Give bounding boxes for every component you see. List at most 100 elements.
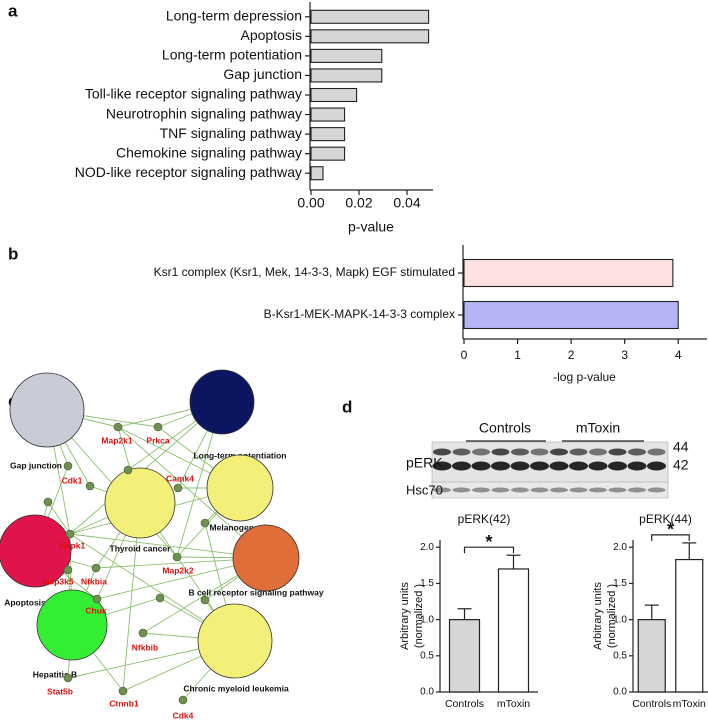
blot-band (647, 461, 666, 471)
row-label: pERK (406, 455, 443, 471)
x-tick-label: 0.02 (345, 195, 372, 211)
blot-band (510, 461, 530, 471)
gene-node (200, 595, 210, 605)
bar (310, 68, 383, 83)
y-tick-label: 1.0 (420, 614, 434, 625)
bar (448, 619, 481, 693)
gene-label: Map2k2 (162, 565, 193, 575)
blot-band (530, 448, 549, 456)
group-label: Controls (479, 420, 531, 436)
gene-label: Prkca (146, 435, 169, 445)
gene-node (155, 593, 165, 603)
blot-band (589, 448, 607, 456)
blot-band (608, 461, 627, 471)
significance-label: * (667, 520, 674, 540)
pathway-label: Chronic myeloid leukemia (183, 683, 289, 693)
row-label: Hsc70 (406, 482, 443, 497)
blot-band (530, 487, 549, 493)
pathway-label: Melanogenesis (210, 522, 271, 532)
pathway-label: Gap junction (10, 460, 62, 470)
y-tick-label: 0.5 (420, 650, 434, 661)
significance-label: * (485, 532, 492, 552)
gene-label: Map2k1 (101, 435, 132, 445)
category-label: B-Ksr1-MEK-MAPK-14-3-3 complex (264, 307, 455, 321)
blot-band (550, 448, 568, 456)
category-label: NOD-like receptor signaling pathway (75, 164, 302, 180)
gene-node (178, 695, 188, 705)
y-tick-label: 0.0 (420, 687, 434, 698)
y-axis-label: Arbitrary units (592, 582, 604, 650)
gene-label: Nfkbib (132, 642, 158, 652)
category-label: Neurotrophin signaling pathway (106, 105, 302, 121)
bar (675, 558, 704, 693)
chart-title: pERK(42) (458, 512, 511, 526)
y-axis-label: (normalized ) (413, 584, 425, 648)
category-label: TNF signaling pathway (160, 125, 302, 141)
blot-band (433, 448, 451, 456)
blot-band (452, 448, 471, 456)
x-tick-label: 0 (461, 348, 468, 362)
blot-band (647, 487, 666, 493)
pathway-label: Hepatitis B (33, 669, 77, 679)
blot-band (569, 448, 588, 456)
blot-band (589, 487, 607, 493)
blot-band (491, 448, 510, 456)
blot-perk (431, 441, 669, 485)
y-axis-label: Arbitrary units (399, 582, 411, 650)
gene-node (200, 518, 210, 528)
pathway-node (206, 454, 274, 522)
pathway-label: Apoptosis (4, 597, 46, 607)
x-tick-label: 1 (514, 348, 521, 362)
blot-band (433, 487, 451, 493)
gene-node (85, 481, 95, 491)
gene-node (91, 563, 101, 573)
y-tick-label: 1.0 (613, 614, 627, 625)
gene-node (118, 686, 128, 696)
bar (310, 166, 324, 181)
gene-label: Mapk1 (59, 540, 86, 550)
gene-label: Cdk4 (173, 710, 194, 720)
x-axis-label: -log p-value (553, 370, 616, 384)
chart-title: pERK(44) (639, 512, 692, 526)
significance-bracket (651, 534, 690, 541)
panel-label: b (8, 244, 18, 263)
bar (463, 258, 674, 288)
x-tick-label: 0.04 (393, 195, 420, 211)
band-label: 44 (673, 439, 689, 455)
blot-band (647, 448, 666, 456)
blot-band (452, 487, 471, 493)
blot-band (511, 448, 529, 456)
bar (310, 87, 358, 103)
gene-node (173, 483, 183, 493)
pathway-node (189, 369, 255, 435)
bar (310, 107, 346, 122)
category-label: Chemokine signaling pathway (116, 144, 302, 160)
category-label: Long-term potentiation (162, 47, 302, 63)
gene-node (92, 594, 102, 604)
y-tick-label: 1.5 (420, 578, 434, 589)
y-tick-label: 0.0 (613, 687, 627, 698)
blot-band (471, 461, 491, 471)
gene-label: Ctnnb1 (109, 698, 139, 708)
pathway-label: B cell receptor signaling pathway (188, 587, 323, 597)
blot-band (472, 487, 490, 493)
gene-label: Nfkbia (81, 576, 107, 586)
pathway-label: Thyroid cancer (110, 543, 172, 553)
y-axis-label: (normalized ) (606, 584, 618, 648)
blot-band (569, 461, 588, 471)
gene-node (43, 497, 53, 507)
category-label: Apoptosis (241, 27, 302, 43)
bar (310, 127, 346, 142)
pathway-node (197, 603, 273, 679)
gene-label: Chuk (85, 605, 107, 615)
pathway-node (36, 589, 108, 661)
x-tick-label: 4 (675, 348, 682, 362)
group-label: mToxin (576, 420, 620, 436)
blot-band (569, 487, 588, 493)
panel-label: d (342, 397, 352, 416)
blot-band (452, 461, 471, 471)
blot-band (588, 461, 608, 471)
panel-label: a (8, 1, 18, 20)
gene-node (65, 529, 75, 539)
y-tick-label: 2.0 (420, 542, 434, 553)
